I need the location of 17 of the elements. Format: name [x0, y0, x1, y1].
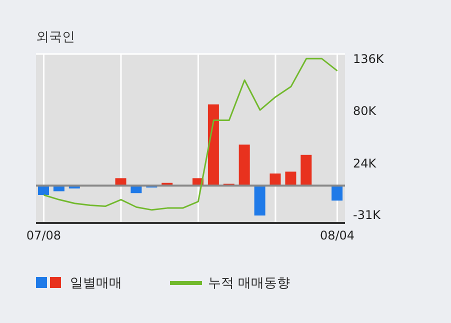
- chart-title: 외국인: [36, 29, 75, 46]
- bar: [208, 104, 219, 186]
- bar: [300, 154, 312, 186]
- x-tick-label: 08/04: [320, 228, 355, 243]
- bar: [270, 174, 281, 186]
- x-tick-label: 07/08: [26, 228, 62, 243]
- legend-label: 누적 매매동향: [208, 275, 290, 292]
- bar: [254, 186, 266, 216]
- y-tick-label: -31K: [353, 208, 382, 222]
- y-tick-label: 80K: [353, 104, 378, 118]
- bar: [285, 172, 296, 186]
- legend-label: 일별매매: [70, 275, 122, 292]
- y-tick-label: 136K: [353, 52, 385, 66]
- bar: [332, 186, 343, 201]
- line-series: [42, 58, 338, 211]
- bar: [238, 144, 250, 186]
- y-tick-label: 24K: [353, 156, 378, 171]
